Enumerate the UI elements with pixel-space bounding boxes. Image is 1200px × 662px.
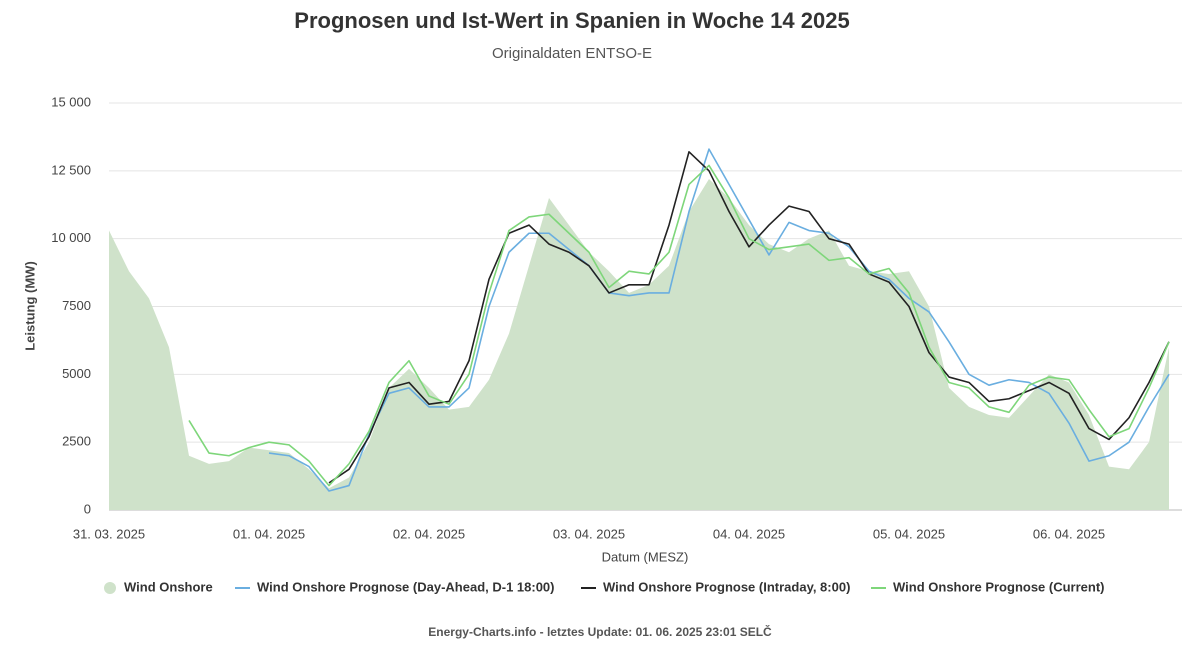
legend-marker bbox=[104, 582, 116, 594]
y-tick-label: 12 500 bbox=[51, 162, 91, 177]
legend-label: Wind Onshore bbox=[124, 579, 213, 594]
y-tick-label: 10 000 bbox=[51, 230, 91, 245]
y-tick-label: 2500 bbox=[62, 434, 91, 449]
legend-label: Wind Onshore Prognose (Day-Ahead, D-1 18… bbox=[257, 579, 555, 594]
y-tick-label: 0 bbox=[84, 501, 91, 516]
legend-label: Wind Onshore Prognose (Current) bbox=[893, 579, 1105, 594]
y-tick-label: 7500 bbox=[62, 298, 91, 313]
x-tick-label: 01. 04. 2025 bbox=[233, 526, 305, 541]
y-axis-label: Leistung (MW) bbox=[22, 261, 37, 351]
chart-title: Prognosen und Ist-Wert in Spanien in Woc… bbox=[294, 8, 849, 33]
y-tick-label: 5000 bbox=[62, 366, 91, 381]
legend-label: Wind Onshore Prognose (Intraday, 8:00) bbox=[603, 579, 850, 594]
x-tick-label: 05. 04. 2025 bbox=[873, 526, 945, 541]
x-tick-label: 02. 04. 2025 bbox=[393, 526, 465, 541]
x-tick-label: 03. 04. 2025 bbox=[553, 526, 625, 541]
line bbox=[328, 151, 1170, 484]
x-axis-label: Datum (MESZ) bbox=[602, 549, 689, 564]
line bbox=[188, 164, 1170, 487]
footer: Energy-Charts.info - letztes Update: 01.… bbox=[428, 624, 772, 639]
x-tick-label: 06. 04. 2025 bbox=[1033, 526, 1105, 541]
line bbox=[268, 148, 1170, 492]
chart-subtitle: Originaldaten ENTSO-E bbox=[492, 45, 652, 62]
area bbox=[109, 178, 1169, 510]
y-tick-label: 15 000 bbox=[51, 94, 91, 109]
x-tick-label: 31. 03. 2025 bbox=[73, 526, 145, 541]
x-tick-label: 04. 04. 2025 bbox=[713, 526, 785, 541]
